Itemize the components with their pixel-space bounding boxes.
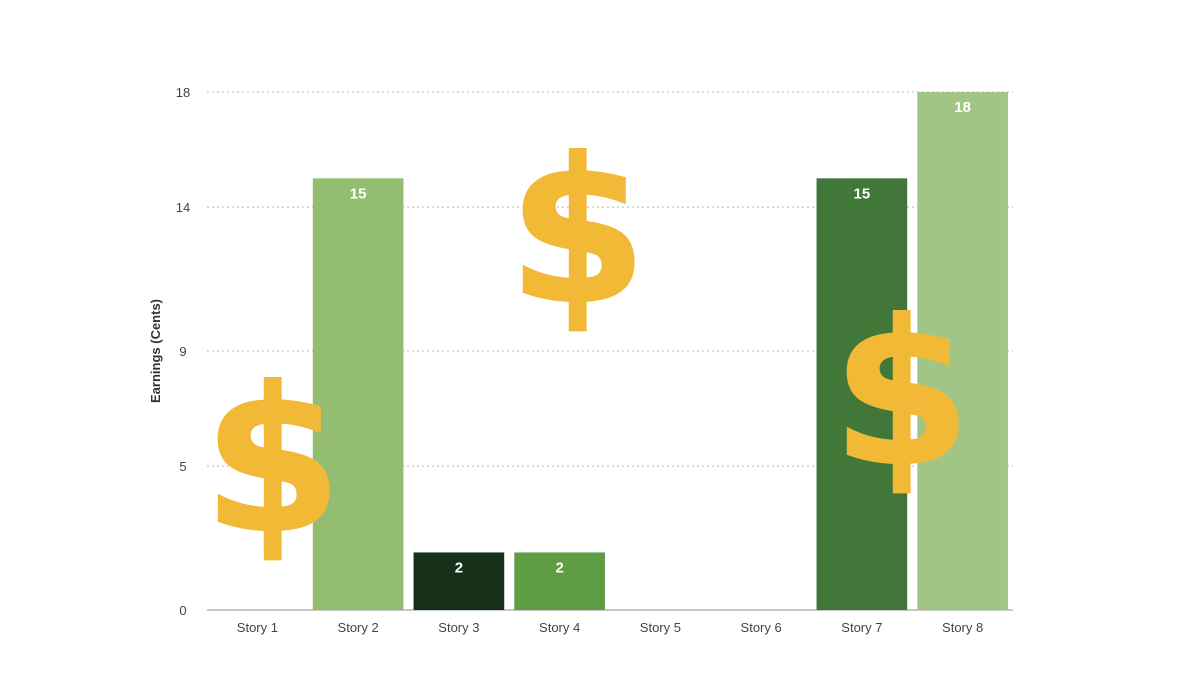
bar: [413, 552, 505, 610]
bar: [514, 552, 605, 610]
x-tick-label: Story 8: [942, 620, 983, 635]
x-tick-label: Story 7: [841, 620, 882, 635]
y-tick-label: 5: [179, 459, 186, 474]
bar: [312, 178, 404, 611]
x-tick-label: Story 1: [237, 620, 278, 635]
bar-value-label: 2: [555, 559, 563, 576]
bar: [816, 178, 908, 611]
y-axis-title: Earnings (Cents): [148, 299, 163, 403]
x-tick-label: Story 5: [640, 620, 681, 635]
bar: [917, 92, 1008, 610]
bar-value-label: 15: [350, 185, 367, 202]
bar-value-label: 15: [854, 185, 871, 202]
bar-value-label: 18: [954, 99, 971, 116]
x-tick-label: Story 4: [539, 620, 580, 635]
y-tick-label: 9: [179, 344, 186, 359]
x-tick-label: Story 2: [338, 620, 379, 635]
y-tick-label: 0: [179, 603, 186, 618]
y-tick-label: 14: [176, 200, 190, 215]
x-tick-label: Story 3: [438, 620, 479, 635]
y-tick-label: 18: [176, 85, 190, 100]
bar-value-label: 2: [455, 559, 463, 576]
x-tick-label: Story 6: [741, 620, 782, 635]
